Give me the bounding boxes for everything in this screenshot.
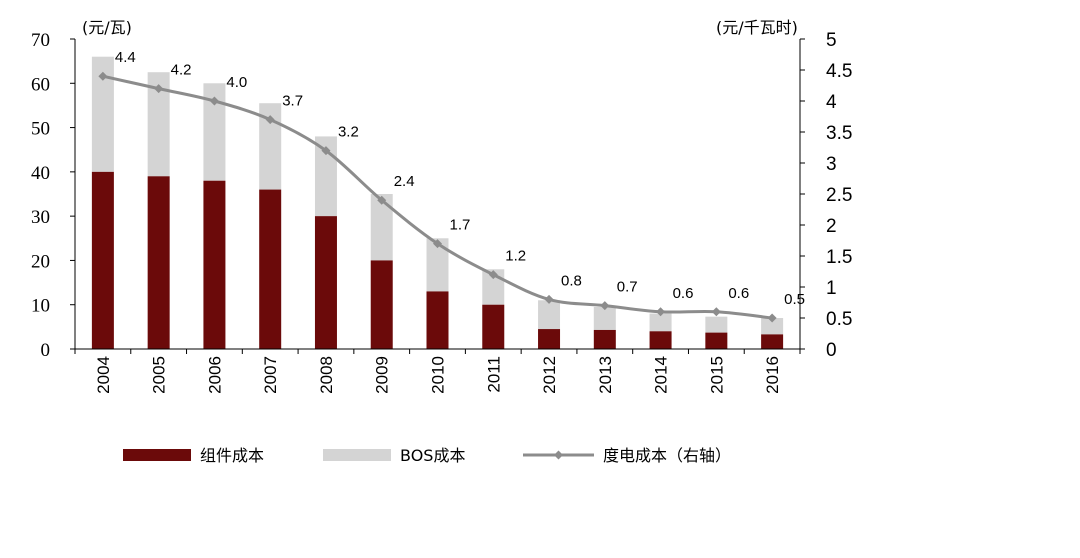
legend-swatch-bos: [323, 449, 391, 461]
x-tick-label: 2016: [763, 356, 782, 394]
lcoe-data-label: 1.7: [450, 217, 471, 234]
x-tick-label: 2011: [484, 356, 503, 393]
x-tick-label: 2015: [707, 356, 726, 394]
lcoe-point-2011: [488, 270, 498, 280]
lcoe-point-2014: [656, 307, 666, 317]
lcoe-data-label: 0.7: [617, 279, 638, 296]
y-left-tick-label: 70: [31, 30, 50, 51]
lcoe-data-label: 3.7: [282, 93, 303, 110]
bar-module-2014: [649, 331, 672, 349]
y-right-unit-label: (元/千瓦时): [716, 18, 798, 37]
lcoe-point-2015: [711, 307, 721, 317]
y-left-tick-label: 50: [31, 119, 50, 140]
legend-label-lcoe: 度电成本（右轴）: [603, 446, 731, 465]
y-right-tick-label: 3: [826, 154, 837, 175]
lcoe-point-2016: [767, 313, 777, 323]
y-right-tick-label: 3.5: [826, 123, 852, 144]
y-right-tick-label: 2.5: [826, 185, 852, 206]
lcoe-data-label: 2.4: [394, 173, 415, 190]
lcoe-data-label: 4.2: [171, 62, 192, 79]
lcoe-data-label: 0.6: [673, 285, 694, 302]
line-series: 4.4 4.2 4.0 3.7 3.2 2.4 1.7 1.2 0.8 0.7 0.6 0.6 0.5: [98, 49, 805, 323]
x-tick-label: 2013: [596, 356, 615, 394]
lcoe-point-2009: [377, 195, 387, 205]
y-left-tick-label: 30: [31, 207, 50, 228]
bar-module-2015: [705, 332, 728, 349]
y-left-tick-label: 60: [31, 74, 50, 95]
y-right-tick-label: 5: [826, 30, 837, 51]
y-right-tick-label: 1.5: [826, 247, 852, 268]
y-left-tick-label: 20: [31, 251, 50, 272]
x-tick-label: 2005: [150, 356, 169, 394]
x-tick-label: 2006: [205, 356, 224, 394]
x-tick-label: 2007: [261, 356, 280, 394]
lcoe-data-label: 4.4: [115, 49, 136, 66]
lcoe-point-2006: [209, 96, 219, 106]
lcoe-point-2005: [154, 84, 164, 94]
lcoe-point-2013: [600, 301, 610, 311]
legend-swatch-module: [123, 449, 191, 461]
y-right-tick-label: 0: [826, 340, 837, 361]
lcoe-point-2012: [544, 294, 554, 304]
x-tick-label: 2008: [317, 356, 336, 394]
lcoe-data-label: 0.5: [784, 291, 805, 308]
bar-bos-2013: [593, 306, 616, 330]
bar-bos-2010: [426, 238, 449, 292]
legend-label-bos: BOS成本: [400, 446, 465, 465]
bar-module-2007: [259, 189, 282, 349]
lcoe-point-2008: [321, 146, 331, 156]
x-tick-label: 2009: [373, 356, 392, 394]
bar-bos-2016: [761, 318, 784, 335]
bar-bos-2005: [147, 72, 170, 177]
bar-group: [91, 56, 784, 349]
bar-module-2004: [91, 171, 114, 349]
bar-bos-2014: [649, 313, 672, 332]
bar-module-2009: [370, 260, 393, 349]
y-left-tick-label: 0: [41, 340, 51, 361]
lcoe-data-label: 0.8: [561, 272, 582, 289]
y-right-tick-label: 2: [826, 216, 837, 237]
bar-bos-2015: [705, 316, 728, 333]
lcoe-data-label: 4.0: [226, 74, 247, 91]
x-tick-label: 2004: [94, 356, 113, 394]
y-right-tick-label: 4.5: [826, 61, 852, 82]
lcoe-data-label: 3.2: [338, 124, 359, 141]
y-right-tick-label: 0.5: [826, 309, 852, 330]
bar-bos-2009: [370, 194, 393, 261]
bar-module-2005: [147, 176, 170, 349]
bar-module-2006: [203, 180, 226, 349]
bar-module-2011: [482, 304, 505, 349]
bar-bos-2006: [203, 83, 226, 181]
bar-module-2013: [593, 329, 616, 349]
lcoe-point-2004: [98, 71, 108, 81]
y-right-tick-label: 4: [826, 92, 837, 113]
axes: 0 10 20 30 40 50 60 70 0 0.5 1 1.5 2 2.5 3 3.5 4 4.5 5 2004…: [31, 18, 852, 394]
legend: 组件成本 BOS成本 度电成本（右轴）: [123, 446, 731, 465]
x-tick-label: 2014: [652, 356, 671, 394]
bar-bos-2004: [91, 56, 114, 172]
legend-marker-lcoe: [554, 450, 563, 460]
lcoe-data-label: 1.2: [505, 248, 526, 265]
bar-bos-2012: [538, 300, 561, 330]
lcoe-data-label: 0.6: [728, 285, 749, 302]
bar-bos-2007: [259, 103, 282, 190]
bar-module-2008: [314, 216, 337, 349]
lcoe-point-2010: [433, 239, 442, 249]
x-tick-label: 2010: [429, 356, 448, 394]
x-tick-label: 2012: [540, 356, 559, 394]
legend-label-module: 组件成本: [200, 446, 264, 465]
lcoe-point-2007: [265, 115, 275, 125]
y-left-tick-label: 40: [31, 163, 50, 184]
bar-module-2010: [426, 291, 449, 349]
bar-module-2016: [761, 334, 784, 349]
bar-module-2012: [538, 329, 561, 349]
y-right-tick-label: 1: [826, 278, 837, 299]
y-left-tick-label: 10: [31, 296, 50, 317]
y-left-unit-label: (元/瓦): [82, 18, 132, 37]
